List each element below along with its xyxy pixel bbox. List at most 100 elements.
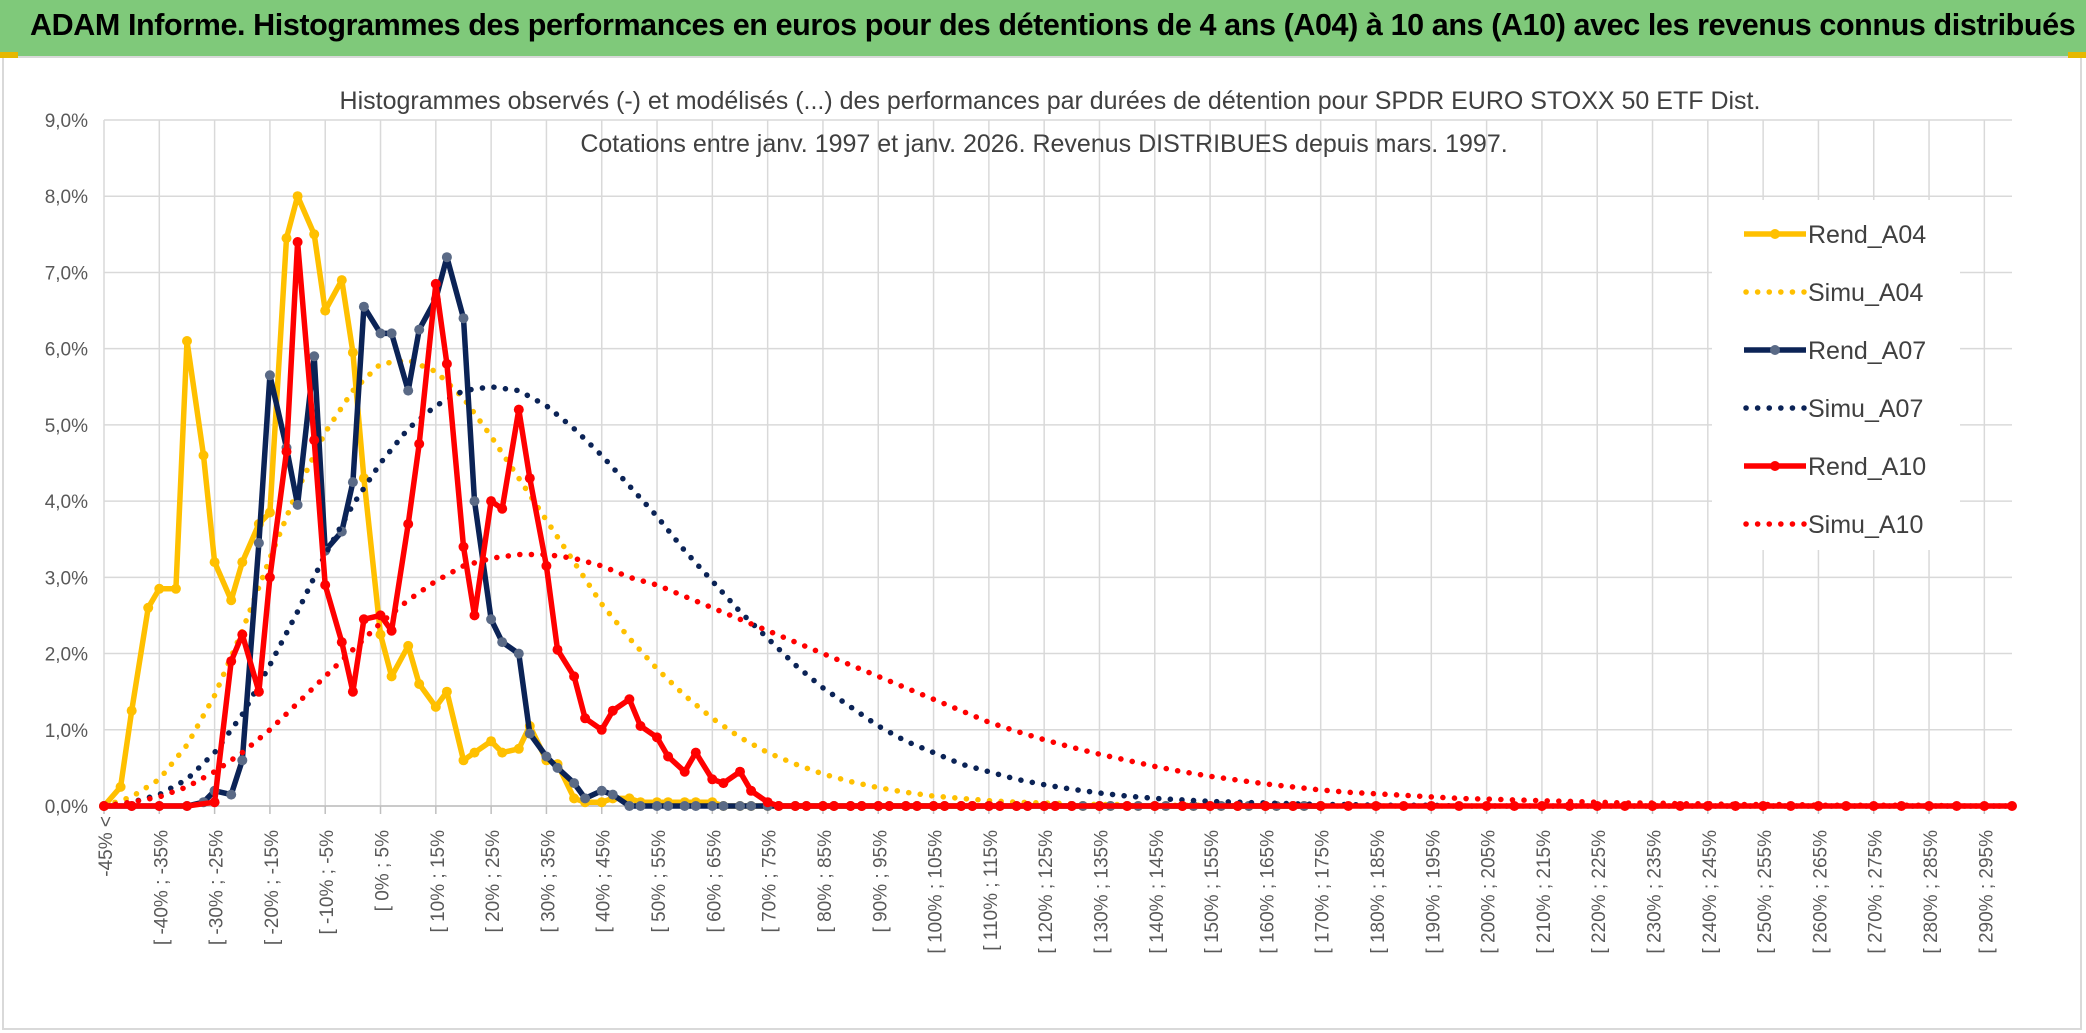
data-point-rend-a10 (458, 541, 469, 552)
data-point-rend-a10 (1288, 801, 1298, 811)
data-point-rend-a10 (569, 671, 580, 682)
data-point-rend-a04 (292, 191, 303, 202)
data-point-rend-a07 (497, 637, 508, 648)
x-tick-label: [ 160% ; 165% (1257, 830, 1278, 954)
x-tick-label: [ 250% ; 255% (1755, 830, 1776, 954)
data-point-rend-a07 (441, 252, 452, 263)
x-tick-label: [ 290% ; 295% (1976, 830, 1997, 954)
data-point-rend-a04 (309, 229, 320, 240)
x-tick-label: [ 140% ; 145% (1147, 830, 1168, 954)
data-point-rend-a10 (967, 801, 978, 811)
y-tick-label: 9,0% (45, 111, 88, 132)
data-point-rend-a10 (994, 801, 1005, 811)
data-point-rend-a10 (580, 713, 591, 724)
data-point-rend-a10 (226, 656, 237, 667)
x-tick-label: [ 20% ; 25% (483, 830, 504, 933)
x-tick-label: [ 220% ; 225% (1589, 830, 1610, 954)
data-point-rend-a10 (182, 801, 192, 811)
data-point-rend-a10 (663, 751, 674, 762)
data-point-rend-a10 (801, 801, 812, 811)
data-point-rend-a04 (469, 747, 480, 758)
x-tick-label: -45% < (96, 816, 117, 877)
y-tick-label: 8,0% (45, 187, 88, 208)
data-point-rend-a07 (309, 351, 320, 362)
data-point-rend-a04 (486, 736, 497, 747)
data-point-rend-a10 (375, 610, 386, 621)
data-point-rend-a04 (182, 336, 192, 346)
x-tick-label: [ -30% ; -25% (207, 830, 228, 945)
x-tick-label: [ 120% ; 125% (1036, 830, 1057, 954)
data-point-rend-a07 (458, 313, 469, 324)
data-point-rend-a07 (746, 801, 757, 811)
data-point-rend-a10 (939, 801, 950, 811)
data-point-rend-a07 (414, 324, 425, 335)
data-point-rend-a10 (414, 438, 425, 449)
data-point-rend-a07 (226, 789, 237, 800)
data-point-rend-a07 (552, 762, 563, 773)
data-point-rend-a04 (226, 595, 237, 606)
series-line-simu-a10 (101, 551, 2015, 809)
x-tick-label: [ -10% ; -5% (317, 830, 338, 935)
x-tick-label: [ 50% ; 55% (649, 830, 670, 933)
data-point-rend-a07 (624, 801, 635, 811)
data-point-rend-a04 (596, 797, 607, 808)
data-point-rend-a10 (1315, 801, 1326, 811)
legend-label-simu-a10: Simu_A10 (1808, 511, 1923, 539)
data-point-rend-a10 (513, 404, 524, 415)
gridlines (103, 119, 2012, 807)
data-point-rend-a07 (403, 385, 414, 396)
data-point-rend-a10 (856, 801, 867, 811)
data-point-rend-a10 (746, 785, 757, 796)
x-tick-label: [ 240% ; 245% (1700, 830, 1721, 954)
data-point-rend-a10 (347, 686, 358, 697)
data-point-rend-a10 (1426, 801, 1437, 811)
data-point-rend-a07 (596, 785, 607, 796)
data-point-rend-a10 (956, 801, 967, 811)
data-point-rend-a04 (264, 507, 275, 518)
data-point-rend-a04 (624, 793, 635, 804)
data-point-rend-a04 (126, 705, 137, 716)
data-point-rend-a07 (469, 496, 480, 507)
chart-subtitle: Cotations entre janv. 1997 et janv. 2026… (580, 130, 1507, 158)
data-point-rend-a10 (596, 724, 607, 735)
y-tick-label: 1,0% (45, 721, 88, 742)
data-point-rend-a07 (358, 301, 369, 312)
data-point-rend-a10 (884, 801, 895, 811)
data-point-rend-a07 (486, 614, 497, 625)
data-point-rend-a10 (679, 766, 690, 777)
data-point-rend-a10 (541, 560, 552, 571)
data-point-rend-a10 (281, 446, 292, 457)
x-tick-label: [ -40% ; -35% (151, 830, 172, 945)
data-point-rend-a10 (264, 572, 275, 583)
corner-mark-right (2068, 52, 2086, 58)
data-point-rend-a10 (469, 610, 480, 621)
data-point-rend-a10 (1232, 801, 1243, 811)
x-tick-label: [ 30% ; 35% (538, 830, 559, 933)
x-tick-label: [ 110% ; 115% (981, 830, 1002, 951)
data-point-rend-a10 (635, 721, 646, 731)
data-point-rend-a04 (513, 743, 524, 754)
data-point-rend-a10 (1675, 801, 1686, 811)
x-tick-label: [ 70% ; 75% (760, 830, 781, 933)
data-point-rend-a04 (281, 233, 292, 244)
data-point-rend-a04 (386, 671, 397, 682)
x-tick-label: [ 260% ; 265% (1810, 830, 1831, 954)
data-point-rend-a10 (1149, 801, 1160, 811)
data-point-rend-a10 (430, 278, 441, 289)
data-point-rend-a10 (1371, 801, 1381, 811)
data-point-rend-a10 (209, 797, 220, 808)
data-point-rend-a10 (690, 747, 701, 758)
data-point-rend-a10 (403, 519, 414, 529)
data-point-rend-a07 (690, 801, 701, 811)
data-point-rend-a04 (414, 679, 425, 689)
data-point-rend-a10 (762, 797, 773, 808)
legend-label-simu-a04: Simu_A04 (1808, 279, 1923, 307)
corner-mark-left (0, 52, 18, 58)
data-point-rend-a10 (735, 766, 745, 777)
data-point-rend-a07 (386, 328, 397, 339)
x-tick-label: [ 100% ; 105% (926, 830, 947, 954)
series-line-simu-a04 (101, 357, 2015, 809)
y-tick-label: 0,0% (45, 797, 88, 818)
x-tick-label: [ 200% ; 205% (1479, 830, 1500, 954)
